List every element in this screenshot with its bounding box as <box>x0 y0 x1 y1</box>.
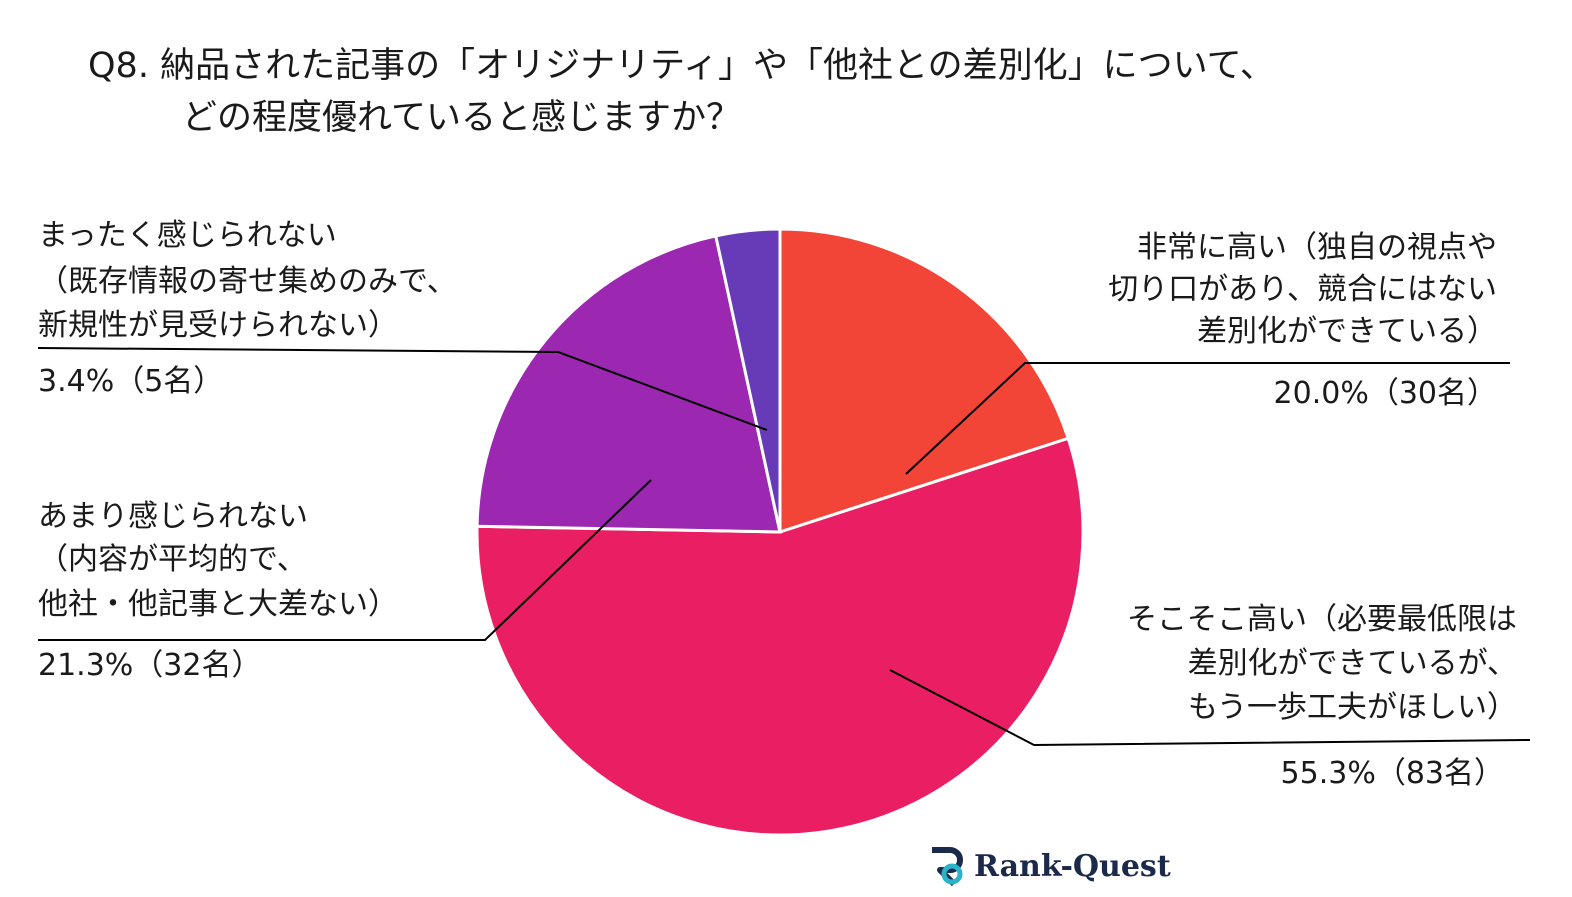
label-not-at-all-line-2: （既存情報の寄せ集めのみで、 <box>38 264 457 299</box>
pie-slice-somewhat-high <box>475 436 1085 837</box>
leader-line-not-much <box>38 479 652 641</box>
leader-line-very-high <box>905 362 1510 475</box>
pie-slices <box>475 227 1085 837</box>
pie-slice-not-much <box>475 234 782 534</box>
label-not-at-all-line-3: 新規性が見受けられない） <box>38 308 398 343</box>
label-somewhat-high-line-2: 差別化ができているが、 <box>1187 646 1517 681</box>
value-somewhat-high: 55.3%（83名） <box>1280 756 1504 791</box>
rank-quest-logo: Rank-Quest <box>928 846 1171 886</box>
leader-line-not-at-all <box>37 347 768 431</box>
rank-quest-logo-text: Rank-Quest <box>974 848 1171 884</box>
label-very-high-line-2: 切り口があり、競合にはない <box>1108 272 1497 307</box>
label-not-at-all-line-1: まったく感じられない <box>38 218 337 253</box>
label-not-much-line-3: 他社・他記事と大差ない） <box>38 587 398 622</box>
value-not-much: 21.3%（32名） <box>38 648 262 683</box>
pie-slice-not-at-all <box>713 227 782 533</box>
label-somewhat-high-line-3: もう一歩工夫がほしい） <box>1187 690 1517 725</box>
label-very-high-line-3: 差別化ができている） <box>1197 314 1497 349</box>
value-very-high: 20.0%（30名） <box>1273 376 1497 411</box>
value-not-at-all: 3.4%（5名） <box>38 364 224 399</box>
title-line-2: どの程度優れていると感じますか？ <box>182 98 741 138</box>
pie-slice-very-high <box>778 227 1071 535</box>
title-line-1: Q8. 納品された記事の「オリジナリティ」や「他社との差別化」について、 <box>88 46 1275 86</box>
leader-line-somewhat-high <box>889 669 1531 747</box>
label-very-high-line-1: 非常に高い（独自の視点や <box>1137 230 1497 265</box>
label-not-much-line-1: あまり感じられない <box>38 499 308 534</box>
leader-lines <box>37 347 1531 747</box>
rank-quest-logo-icon <box>932 847 963 886</box>
label-somewhat-high-line-1: そこそこ高い（必要最低限は <box>1127 602 1517 637</box>
label-not-much-line-2: （内容が平均的で、 <box>38 542 307 577</box>
